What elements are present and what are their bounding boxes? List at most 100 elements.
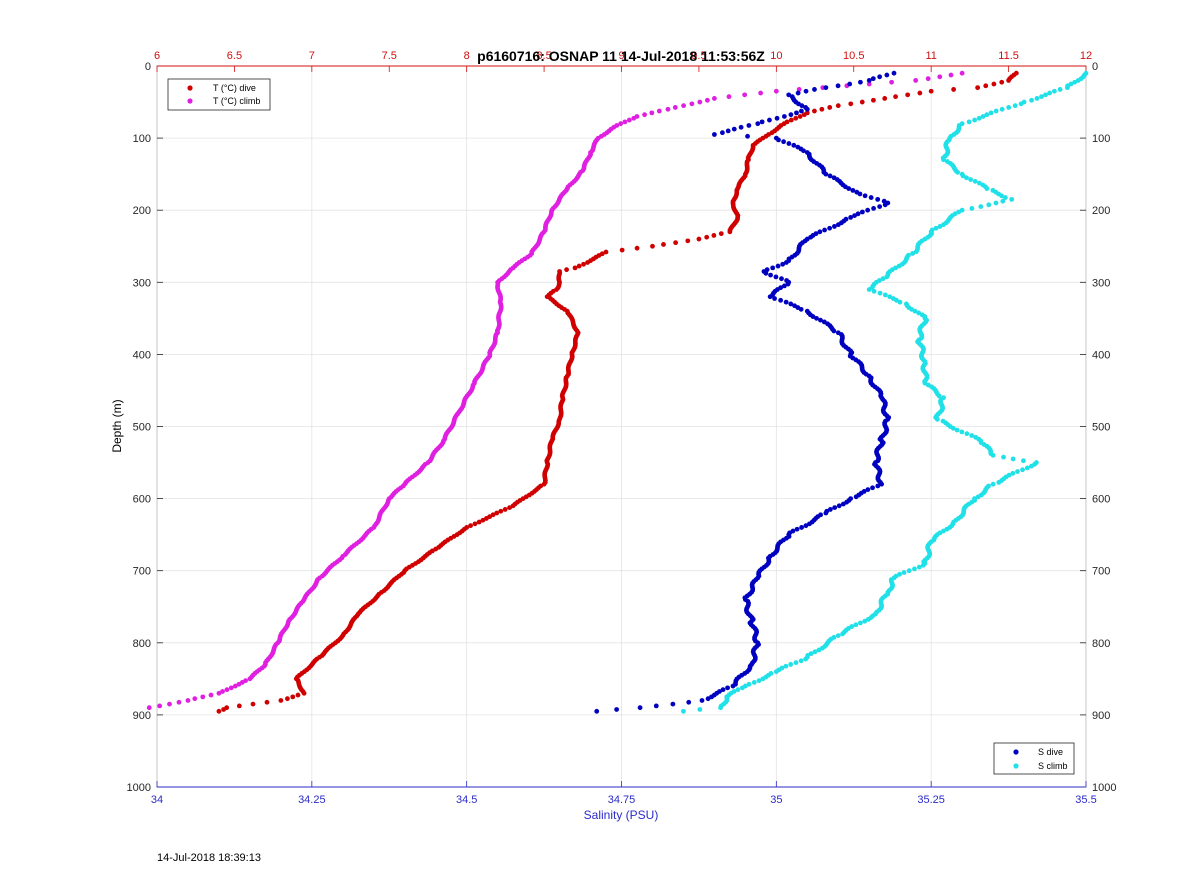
y-tick-label-right: 400 (1092, 349, 1110, 361)
data-point (779, 276, 784, 282)
data-point (959, 70, 965, 76)
data-point (780, 261, 786, 267)
x-tick-label-top: 8 (464, 50, 470, 62)
data-point (852, 213, 857, 219)
x-tick-label-top: 9.5 (691, 50, 706, 62)
data-point (897, 299, 903, 305)
data-point (823, 85, 829, 91)
data-point (507, 505, 513, 511)
legend-salinity: S dive S climb (993, 742, 1075, 775)
data-point (950, 425, 956, 431)
data-point (871, 288, 877, 294)
x-tick-label-top: 6 (154, 50, 160, 62)
data-point (993, 200, 999, 206)
data-point (807, 521, 812, 527)
data-point (228, 685, 234, 691)
y-tick-label-right: 500 (1092, 422, 1110, 434)
data-point (917, 90, 923, 96)
data-point (934, 416, 940, 422)
data-point (759, 119, 765, 125)
data-point (798, 658, 804, 664)
legend-s-dive-label: S dive (1038, 747, 1063, 757)
y-tick-label-left: 0 (145, 61, 151, 73)
tick-layer: 0 0 100 100 200 200 300 300 400 400 500 500 600 600 70… (127, 50, 1117, 806)
chart-title: p6160716: OSNAP 11 14-Jul-2018 11:53:56Z (477, 48, 765, 64)
data-point (840, 631, 846, 637)
data-point (964, 431, 970, 437)
data-point (999, 106, 1005, 112)
data-point (846, 186, 852, 191)
data-point (650, 243, 655, 249)
data-point (925, 76, 931, 82)
data-point (295, 692, 301, 698)
x-tick-label-top: 11 (925, 50, 936, 62)
data-point (865, 616, 871, 622)
data-point (1009, 196, 1015, 202)
data-point (827, 173, 833, 179)
data-point (232, 683, 238, 689)
data-point (285, 696, 290, 702)
data-point (819, 106, 825, 112)
data-point (812, 108, 817, 114)
data-point (831, 328, 837, 334)
data-point (1018, 101, 1024, 107)
data-point (937, 224, 943, 229)
data-point (823, 171, 829, 177)
data-point (986, 202, 992, 208)
data-point (224, 687, 230, 693)
data-point (881, 198, 887, 204)
data-point (859, 99, 865, 105)
x-tick-label-top: 10 (770, 50, 782, 62)
x-axis-label-bottom: Salinity (PSU) (584, 808, 659, 822)
data-point (882, 202, 888, 208)
series-s-dive (594, 70, 897, 714)
data-point (951, 87, 957, 92)
x-tick-label-top: 8.5 (536, 50, 551, 62)
data-point (803, 88, 809, 94)
y-tick-label-left: 700 (133, 566, 151, 578)
data-point (1029, 463, 1034, 469)
data-point (603, 249, 609, 255)
data-point (278, 698, 284, 703)
data-point (686, 699, 692, 705)
series-s-climb (681, 70, 1089, 714)
data-point (822, 227, 827, 233)
data-point (875, 483, 881, 489)
data-point (999, 193, 1004, 199)
data-point (247, 676, 253, 682)
data-point (827, 507, 833, 512)
data-point (882, 96, 888, 101)
data-point (928, 88, 934, 94)
legend-t-dive-marker (187, 85, 193, 91)
data-point (880, 276, 886, 282)
data-layer (146, 70, 1089, 714)
data-point (913, 249, 919, 255)
data-point (788, 662, 794, 667)
legend-t-climb-label: T (°C) climb (213, 96, 260, 106)
data-point (786, 141, 792, 146)
data-point (146, 705, 152, 711)
y-tick-label-left: 900 (133, 710, 151, 722)
data-point (585, 260, 590, 265)
data-point (735, 687, 741, 693)
legend-t-dive-label: T (°C) dive (213, 83, 256, 93)
data-point (893, 94, 898, 100)
data-point (216, 708, 222, 714)
data-point (614, 707, 620, 712)
data-point (913, 78, 919, 83)
x-tick-label-bottom: 34.75 (608, 794, 636, 806)
data-point (866, 81, 872, 87)
data-point (941, 157, 946, 163)
data-point (788, 117, 794, 123)
data-point (801, 112, 807, 118)
data-point (626, 117, 632, 123)
data-point (862, 193, 868, 199)
data-point (476, 519, 482, 525)
data-point (791, 142, 797, 148)
data-point (984, 186, 990, 191)
data-point (712, 96, 717, 101)
data-point (835, 103, 841, 109)
data-point (860, 209, 865, 215)
data-point (1001, 454, 1006, 460)
data-point (836, 222, 841, 228)
